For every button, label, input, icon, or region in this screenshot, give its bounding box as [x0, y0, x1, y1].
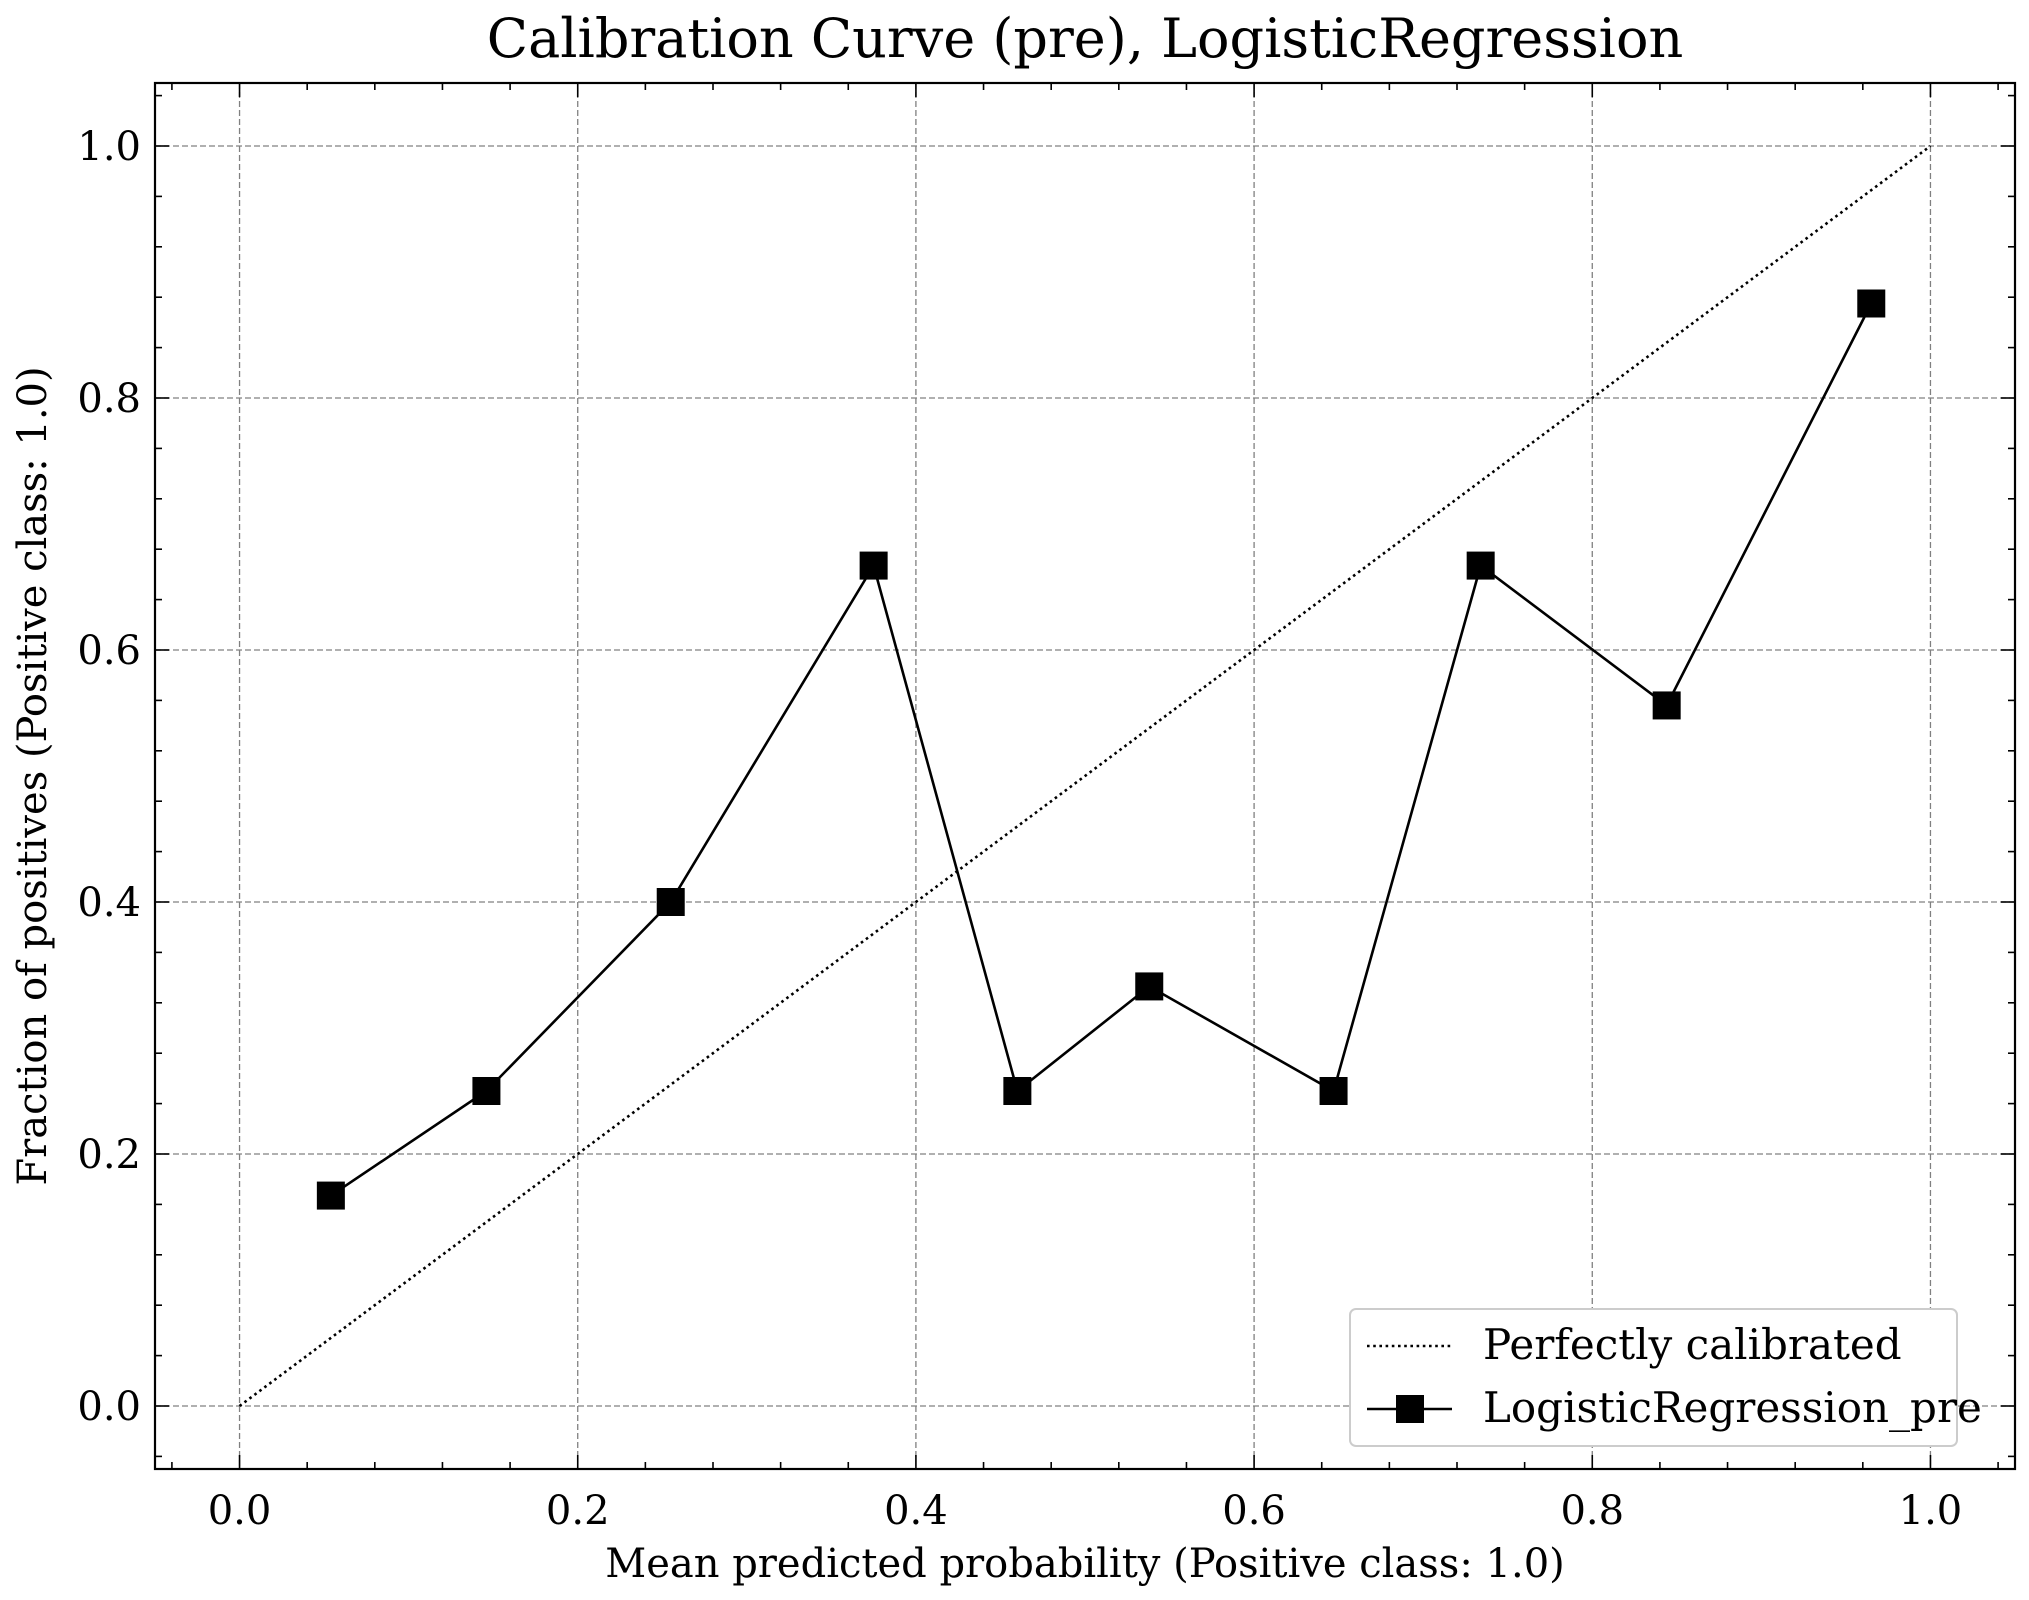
axis-ticks: 0.0 0.2 0.4 0.6 0.8 1.0 0.0 0.2 0.4 0.6 0.8 1.0 [77, 83, 2015, 1534]
x-tick-label: 0.8 [1560, 1488, 1624, 1534]
y-tick-label: 0.6 [77, 628, 141, 674]
data-point [1466, 551, 1495, 580]
data-point [472, 1077, 501, 1105]
y-tick-label: 0.8 [77, 376, 141, 422]
axes-frame [153, 81, 2017, 1471]
data-point [656, 888, 685, 916]
x-tick-label: 0.6 [1222, 1488, 1286, 1534]
y-axis-label: Fraction of positives (Positive class: 1… [10, 366, 56, 1185]
x-axis-label: Mean predicted probability (Positive cla… [605, 1541, 1565, 1587]
legend: Perfectly calibrated LogisticRegression_… [1349, 1308, 1982, 1447]
data-point [1003, 1077, 1032, 1105]
y-tick-label: 0.0 [77, 1384, 141, 1430]
grid [155, 83, 2015, 1469]
chart-title: Calibration Curve (pre), LogisticRegress… [487, 7, 1683, 70]
legend-label-perfectly-calibrated: Perfectly calibrated [1483, 1320, 1902, 1369]
legend-marker-square [1396, 1395, 1424, 1423]
data-point [859, 551, 888, 580]
series-line-logisticregression-pre [330, 302, 1873, 1197]
y-tick-label: 0.4 [77, 880, 141, 926]
legend-label-logisticregression-pre: LogisticRegression_pre [1483, 1383, 1982, 1432]
data-point [1857, 289, 1886, 318]
x-tick-label: 0.4 [884, 1488, 948, 1534]
plot-area [238, 144, 1932, 1408]
data-point [316, 1181, 345, 1210]
data-point [1319, 1077, 1348, 1105]
data-point [1652, 691, 1681, 720]
series-line-perfectly-calibrated [238, 144, 1932, 1408]
x-tick-label: 0.2 [546, 1488, 610, 1534]
x-tick-label: 0.0 [208, 1488, 272, 1534]
legend-box [1349, 1308, 1958, 1447]
data-point [1135, 972, 1164, 1001]
y-tick-label: 1.0 [77, 124, 141, 170]
x-tick-label: 1.0 [1899, 1488, 1963, 1534]
y-tick-label: 0.2 [77, 1132, 141, 1178]
